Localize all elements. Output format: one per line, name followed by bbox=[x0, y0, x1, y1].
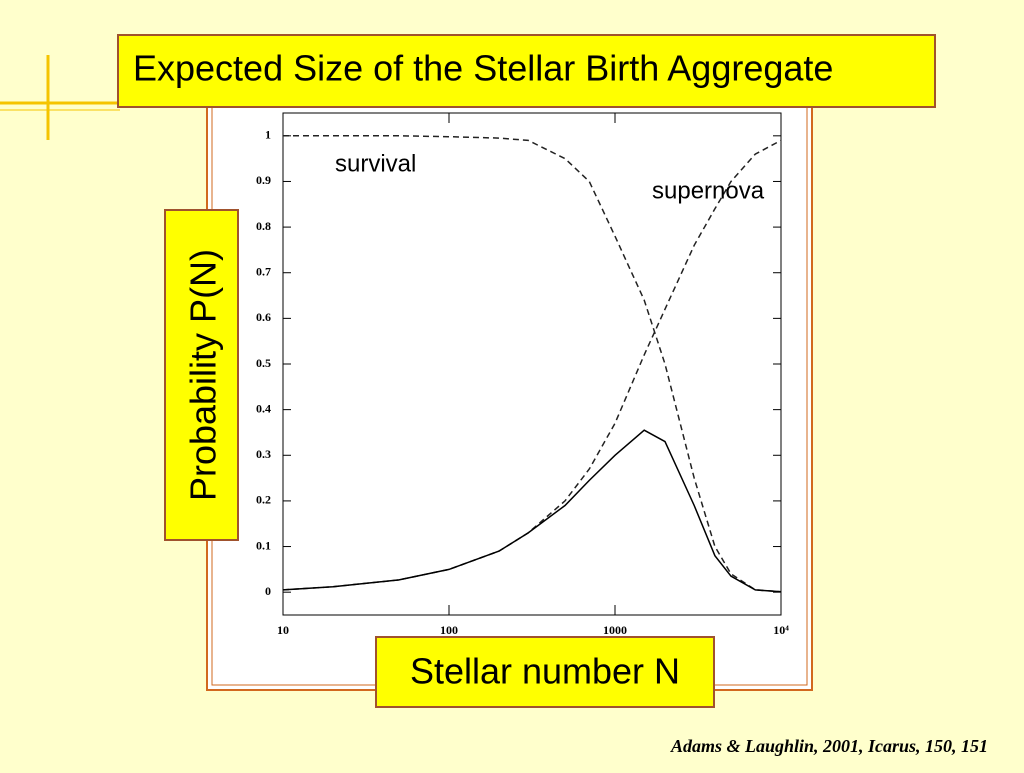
y-tick-label: 0.8 bbox=[256, 219, 271, 233]
series-annotation: survival bbox=[335, 150, 416, 177]
y-tick-label: 0.3 bbox=[256, 447, 271, 461]
y-tick-label: 0.1 bbox=[256, 538, 271, 552]
y-tick-label: 0 bbox=[265, 584, 271, 598]
y-axis-label: Probability P(N) bbox=[183, 249, 224, 501]
y-tick-label: 0.5 bbox=[256, 356, 271, 370]
x-tick-label: 10 bbox=[277, 623, 289, 637]
y-tick-label: 0.2 bbox=[256, 493, 271, 507]
chart-title: Expected Size of the Stellar Birth Aggre… bbox=[133, 48, 833, 89]
y-tick-label: 0.4 bbox=[256, 401, 271, 415]
title-box bbox=[117, 34, 936, 108]
x-label-box bbox=[375, 636, 715, 708]
x-axis-label: Stellar number N bbox=[410, 651, 680, 692]
citation: Adams & Laughlin, 2001, Icarus, 150, 151 bbox=[670, 736, 988, 756]
chart-frame bbox=[206, 99, 813, 691]
x-tick-label: 1000 bbox=[603, 623, 627, 637]
series-annotation: supernova bbox=[652, 177, 765, 204]
y-tick-label: 0.6 bbox=[256, 310, 271, 324]
y-tick-label: 1 bbox=[265, 128, 271, 142]
plot-area: 0 0.1 0.2 0.3 0.4 0.5 0.6 0.7 0.8 0.9 1 10 100 1000 10… bbox=[256, 113, 789, 637]
series-line bbox=[283, 135, 782, 593]
y-tick-label: 0.7 bbox=[256, 264, 271, 278]
x-tick-label: 10⁴ bbox=[773, 623, 789, 637]
x-tick-label: 100 bbox=[440, 623, 458, 637]
y-tick-label: 0.9 bbox=[256, 173, 271, 187]
series-line bbox=[282, 429, 782, 593]
y-label-box bbox=[164, 209, 239, 541]
